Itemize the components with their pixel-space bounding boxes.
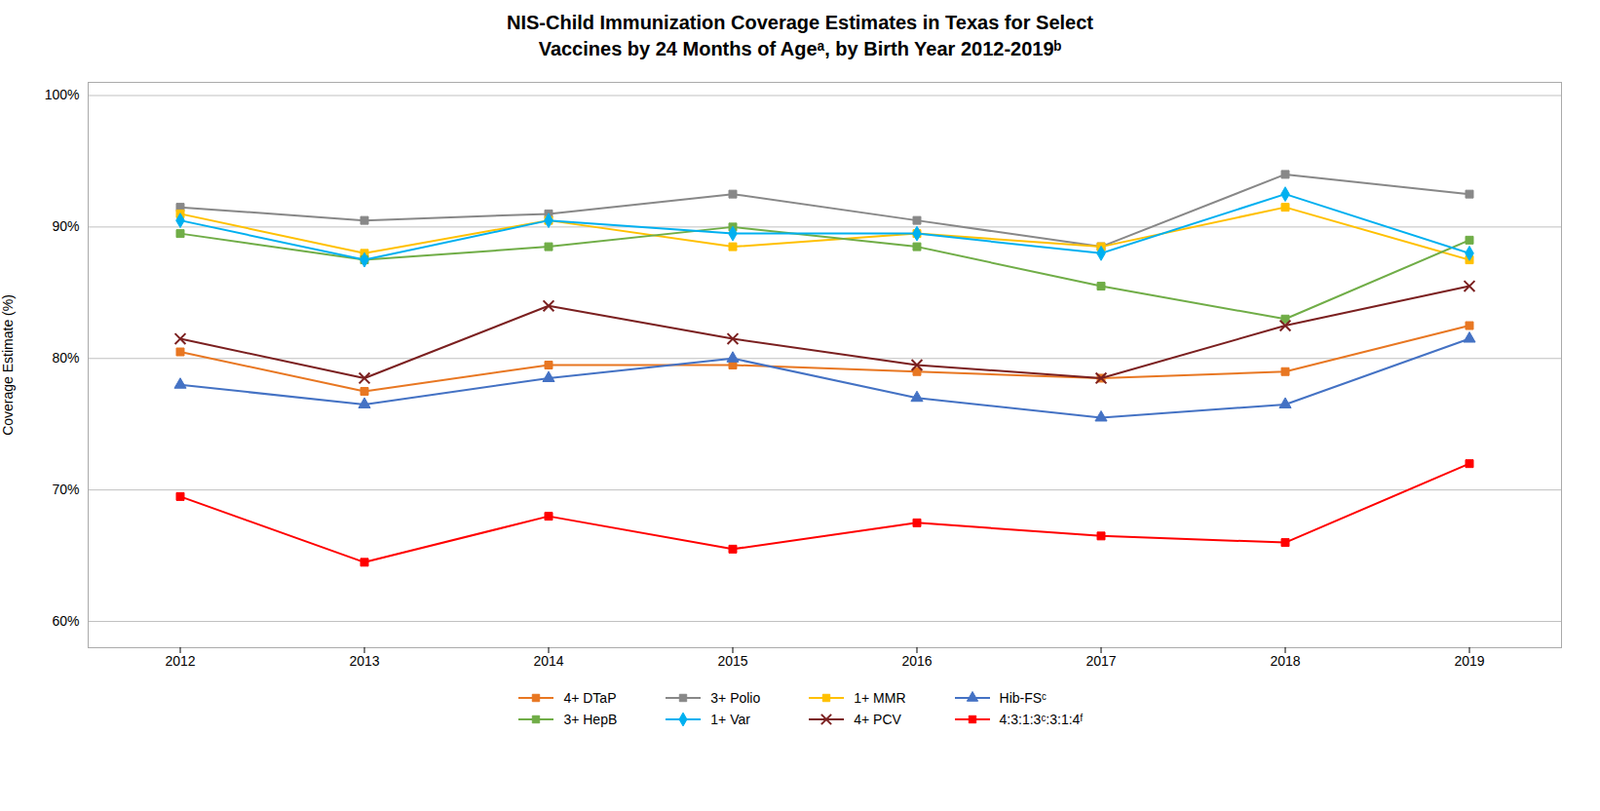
svg-text:2017: 2017 — [1085, 652, 1116, 669]
html-text:1+ Var: 1+ Var — [710, 711, 751, 727]
svg-text:2019: 2019 — [1453, 652, 1485, 669]
svg-text:100%: 100% — [44, 86, 80, 103]
html-text:NIS-Child Immunization Coverag: NIS-Child Immunization Coverage Estimate… — [506, 11, 1094, 60]
svg-text:80%: 80% — [51, 349, 79, 366]
html-text:3+ Polio: 3+ Polio — [710, 689, 761, 706]
html-text:4:3:1:3ᶜ:3:1:4ᶠ: 4:3:1:3ᶜ:3:1:4ᶠ — [999, 711, 1084, 727]
svg-text:Coverage Estimate (%): Coverage Estimate (%) — [0, 294, 16, 436]
svg-text:2015: 2015 — [717, 652, 748, 669]
html-text:3+ HepB: 3+ HepB — [563, 711, 618, 727]
svg-text:2012: 2012 — [164, 652, 195, 669]
svg-text:90%: 90% — [51, 218, 79, 234]
svg-text:2013: 2013 — [348, 652, 380, 669]
svg-text:2018: 2018 — [1269, 652, 1300, 669]
svg-text:70%: 70% — [51, 481, 79, 497]
svg-text:2014: 2014 — [533, 652, 564, 669]
svg-text:60%: 60% — [51, 612, 79, 629]
html-text:4+ DTaP: 4+ DTaP — [563, 689, 617, 706]
html-text:1+ MMR: 1+ MMR — [853, 689, 906, 706]
html-text:Hib-FSᶜ: Hib-FSᶜ — [999, 689, 1047, 706]
svg-text:2016: 2016 — [901, 652, 932, 669]
html-text:4+ PCV: 4+ PCV — [853, 711, 902, 727]
